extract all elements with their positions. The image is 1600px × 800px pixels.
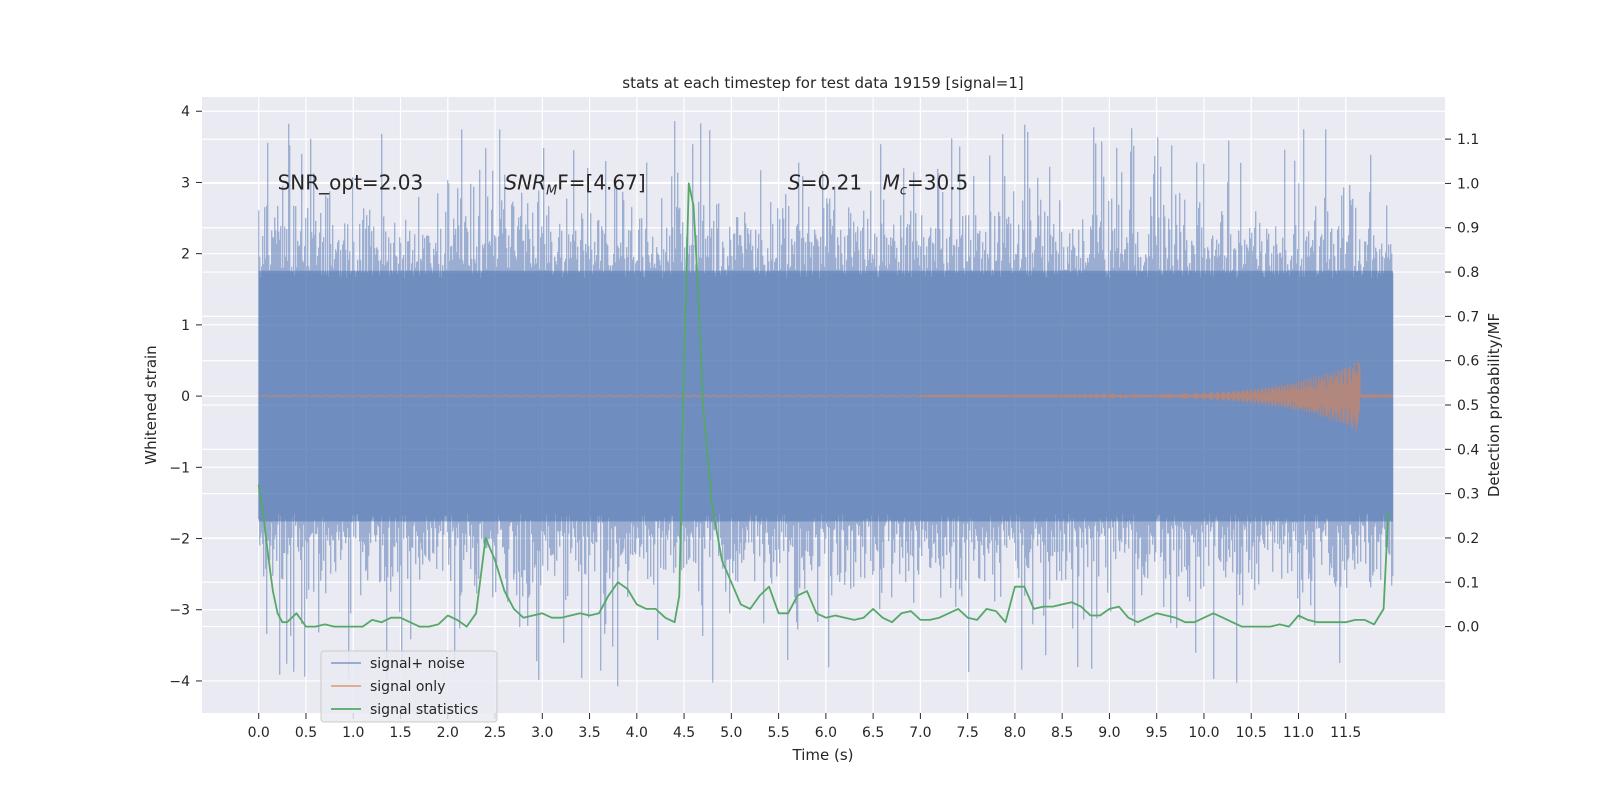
x-tick-label: 1.5 <box>389 725 411 741</box>
y-left-tick-label: −2 <box>169 532 190 548</box>
x-tick-label: 1.0 <box>342 725 364 741</box>
annotation-snrmf: SNRMF=[4.67] <box>504 170 645 198</box>
y-right-tick-label: 0.5 <box>1457 398 1479 414</box>
x-tick-label: 11.0 <box>1283 725 1314 741</box>
y-right-tick-label: 0.6 <box>1457 354 1479 370</box>
annotation-plain: SNR_opt=2.03 <box>278 170 424 194</box>
x-tick-label: 10.0 <box>1188 725 1219 741</box>
y-right-tick-label: 0.7 <box>1457 309 1479 325</box>
x-tick-label: 2.5 <box>484 725 506 741</box>
annotation-stat: S=0.21 <box>788 170 862 194</box>
signal-only-series <box>258 361 1394 431</box>
x-tick-label: 7.0 <box>909 725 931 741</box>
signal-statistics-series <box>257 182 1390 628</box>
legend-label-signal-statistics: signal statistics <box>370 702 478 718</box>
y-left-tick-label: 0 <box>181 389 190 405</box>
y-left-tick-label: −3 <box>169 603 190 619</box>
signal-only-line <box>258 361 1394 431</box>
legend: signal+ noise signal only signal statist… <box>320 650 498 723</box>
y-left-tick-label: −1 <box>169 460 190 476</box>
y-right-tick-label: 0.8 <box>1457 265 1479 281</box>
y-left-tick-label: 2 <box>181 247 190 263</box>
axis-ticks: 0.0 0.5 1.0 1.5 2.0 2.5 3.0 3.5 4.0 4.5 5.0 5.5 6.0 6… <box>169 104 1479 741</box>
x-tick-label: 4.0 <box>626 725 648 741</box>
y-axis-label-right: Detection probability/MF <box>1485 313 1503 497</box>
legend-label-signal-only: signal only <box>370 679 445 695</box>
signal-statistics-line <box>257 182 1390 628</box>
y-right-tick-label: 0.3 <box>1457 487 1479 503</box>
x-tick-label: 0.0 <box>248 725 270 741</box>
x-tick-label: 4.5 <box>673 725 695 741</box>
x-tick-label: 2.0 <box>437 725 459 741</box>
y-left-tick-label: −4 <box>169 674 190 690</box>
annotations: SNR_opt=2.03 SNRMF=[4.67] S=0.21 Mc=30.5 <box>278 170 969 198</box>
y-right-tick-label: 0.4 <box>1457 442 1479 458</box>
x-tick-label: 5.0 <box>720 725 742 741</box>
x-axis-label: Time (s) <box>792 746 854 764</box>
x-tick-label: 3.0 <box>531 725 553 741</box>
y-right-tick-label: 1.1 <box>1457 132 1479 148</box>
annotation-mc: Mc=30.5 <box>883 170 969 198</box>
y-right-tick-label: 0.9 <box>1457 221 1479 237</box>
x-tick-label: 8.0 <box>1004 725 1026 741</box>
x-tick-label: 0.5 <box>295 725 317 741</box>
y-left-tick-label: 1 <box>181 318 190 334</box>
x-tick-label: 3.5 <box>578 725 600 741</box>
x-tick-label: 7.5 <box>957 725 979 741</box>
y-right-tick-label: 0.1 <box>1457 575 1479 591</box>
legend-label-signal-noise: signal+ noise <box>370 656 465 672</box>
x-tick-label: 9.0 <box>1098 725 1120 741</box>
y-axis-label-left: Whitened strain <box>142 345 160 464</box>
x-tick-label: 9.5 <box>1146 725 1168 741</box>
x-tick-label: 6.5 <box>862 725 884 741</box>
y-right-tick-label: 0.2 <box>1457 531 1479 547</box>
chart-title: stats at each timestep for test data 191… <box>622 74 1023 92</box>
x-tick-label: 5.5 <box>767 725 789 741</box>
y-right-tick-label: 0.0 <box>1457 620 1479 636</box>
y-left-tick-label: 4 <box>181 104 190 120</box>
legend-box <box>320 650 498 723</box>
x-tick-label: 8.5 <box>1051 725 1073 741</box>
x-tick-label: 10.5 <box>1236 725 1267 741</box>
x-tick-label: 6.0 <box>815 725 837 741</box>
x-tick-label: 11.5 <box>1330 725 1361 741</box>
y-right-tick-label: 1.0 <box>1457 176 1479 192</box>
y-left-tick-label: 3 <box>181 175 190 191</box>
